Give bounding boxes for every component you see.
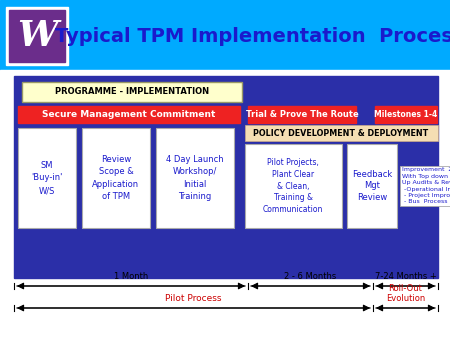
Bar bbox=[156, 128, 234, 228]
Bar bbox=[22, 82, 242, 102]
Bar bbox=[245, 125, 438, 141]
Text: Roll-Out
Evolution: Roll-Out Evolution bbox=[386, 284, 425, 303]
Text: Typical TPM Implementation  Process: Typical TPM Implementation Process bbox=[55, 26, 450, 46]
Bar bbox=[18, 128, 76, 228]
Bar bbox=[0, 70, 450, 338]
Text: Improvement  Zone Partnership
With Top down /Bottom
Up Audits & Reviews:-
 -Oper: Improvement Zone Partnership With Top do… bbox=[402, 168, 450, 204]
Bar bbox=[9, 10, 65, 62]
Text: 2 - 6 Months: 2 - 6 Months bbox=[284, 272, 337, 281]
Bar bbox=[248, 106, 356, 123]
Bar bbox=[245, 144, 342, 228]
Text: 1 Month: 1 Month bbox=[114, 272, 148, 281]
Bar bbox=[0, 0, 450, 70]
Text: 4 Day Launch
Workshop/
Initial
Training: 4 Day Launch Workshop/ Initial Training bbox=[166, 155, 224, 201]
Text: 7-24 Months +: 7-24 Months + bbox=[374, 272, 436, 281]
Bar bbox=[6, 7, 68, 65]
Bar bbox=[375, 106, 437, 123]
Bar bbox=[82, 128, 150, 228]
Text: Trial & Prove The Route: Trial & Prove The Route bbox=[246, 110, 358, 119]
Text: PROGRAMME - IMPLEMENTATION: PROGRAMME - IMPLEMENTATION bbox=[55, 88, 209, 97]
Bar bbox=[347, 144, 397, 228]
Text: W: W bbox=[17, 19, 57, 53]
Text: Pilot Projects,
Plant Clear
& Clean,
Training &
Communication: Pilot Projects, Plant Clear & Clean, Tra… bbox=[263, 158, 323, 214]
Text: Secure Management Commitment: Secure Management Commitment bbox=[42, 110, 216, 119]
Text: Feedback
Mgt
Review: Feedback Mgt Review bbox=[352, 170, 392, 202]
Text: Review
Scope &
Application
of TPM: Review Scope & Application of TPM bbox=[92, 155, 140, 201]
Text: POLICY DEVELOPMENT & DEPLOYMENT: POLICY DEVELOPMENT & DEPLOYMENT bbox=[253, 128, 428, 138]
Bar bbox=[18, 106, 240, 123]
Text: SM
'Buy-in'
W/S: SM 'Buy-in' W/S bbox=[32, 161, 63, 195]
Text: Milestones 1-4: Milestones 1-4 bbox=[374, 110, 437, 119]
Text: Pilot Process: Pilot Process bbox=[165, 294, 222, 303]
Bar bbox=[14, 76, 438, 278]
